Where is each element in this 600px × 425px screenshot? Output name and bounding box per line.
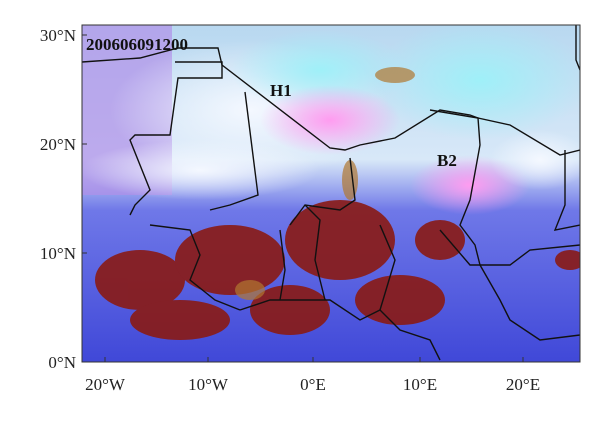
latitude-labels: 30°N 20°N 10°N 0°N [40, 26, 87, 372]
longitude-labels: 20°W 10°W 0°E 10°E 20°E [85, 357, 540, 394]
lon-label: 20°W [85, 375, 126, 394]
lon-label: 10°W [188, 375, 229, 394]
lat-label: 10°N [40, 244, 76, 263]
lat-label: 20°N [40, 135, 76, 154]
lon-label: 0°E [300, 375, 326, 394]
lon-label: 10°E [403, 375, 437, 394]
lon-label: 20°E [506, 375, 540, 394]
map-frame [81, 24, 581, 363]
lat-label: 30°N [40, 26, 76, 45]
timestamp: 200606091200 [86, 35, 188, 54]
lat-label: 0°N [48, 353, 76, 372]
label-b2: B2 [437, 151, 457, 170]
satellite-image [82, 25, 580, 362]
label-h1: H1 [270, 81, 292, 100]
